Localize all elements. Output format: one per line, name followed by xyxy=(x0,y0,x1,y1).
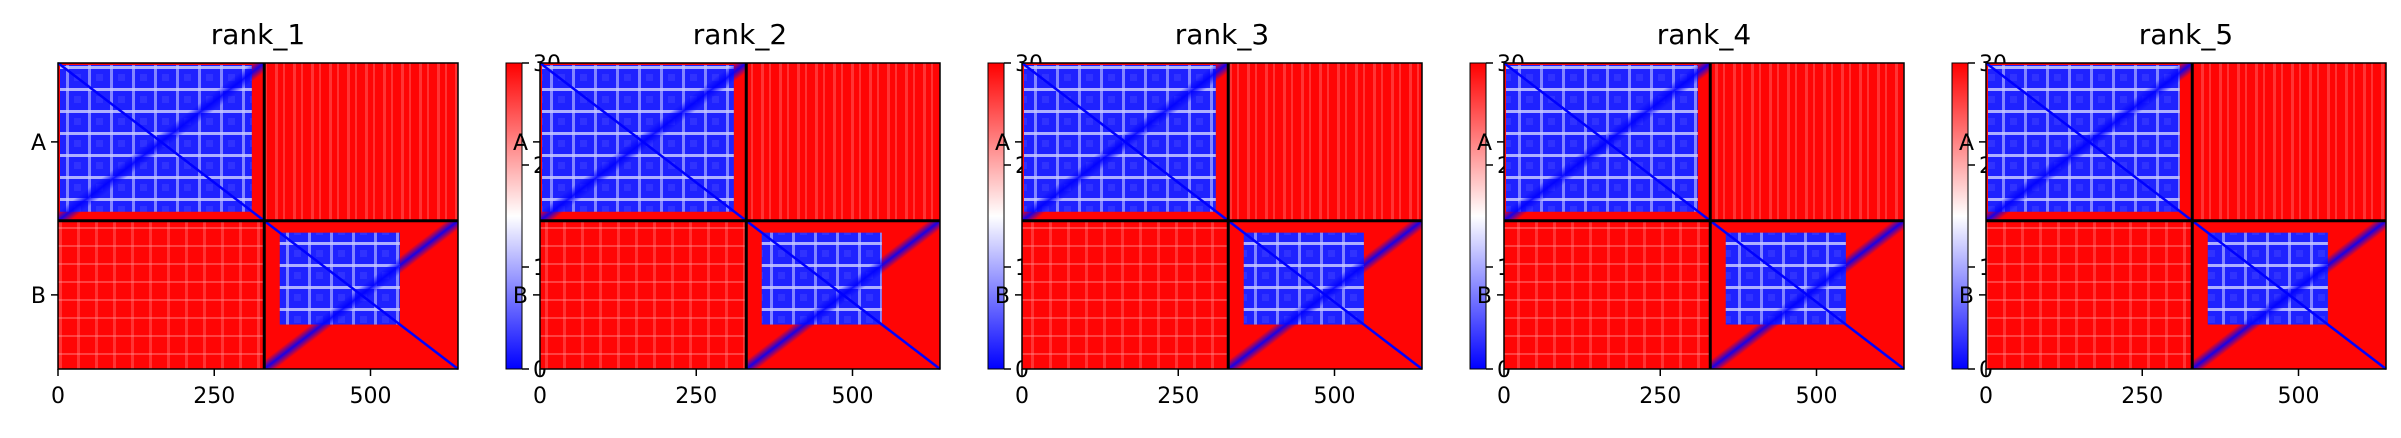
colorbar xyxy=(505,62,523,370)
y-tick-label: B xyxy=(1477,284,1492,309)
panel-title: rank_4 xyxy=(1657,18,1751,51)
x-tick-label: 500 xyxy=(350,384,392,409)
inter-chain-block xyxy=(1228,63,1422,221)
inter-chain-block xyxy=(746,63,940,221)
x-tick-label: 500 xyxy=(2278,384,2320,409)
pae-panel: rank_2AB02505000102030 xyxy=(513,18,1043,409)
pae-panel: rank_3AB02505000102030 xyxy=(995,18,1525,409)
y-tick-label: A xyxy=(31,131,46,156)
pae-panel: rank_4AB02505000102030 xyxy=(1477,18,2007,409)
panel-title: rank_5 xyxy=(2139,18,2233,51)
y-tick-label: B xyxy=(995,284,1010,309)
plot-frame xyxy=(1985,62,2387,370)
inter-chain-block xyxy=(264,63,458,221)
x-tick-label: 250 xyxy=(1157,384,1199,409)
inter-chain-block xyxy=(58,220,265,369)
panel-title: rank_3 xyxy=(1175,18,1269,51)
y-tick-label: A xyxy=(995,131,1010,156)
y-tick-label: A xyxy=(1959,131,1974,156)
y-tick-label: A xyxy=(513,131,528,156)
inter-chain-block xyxy=(1710,63,1904,221)
diagonal-line xyxy=(1503,62,1905,370)
inter-chain-block xyxy=(2192,63,2386,221)
x-tick-label: 250 xyxy=(2121,384,2163,409)
colorbar xyxy=(1951,62,1969,370)
inter-chain-block xyxy=(1986,220,2193,369)
x-tick-label: 500 xyxy=(1796,384,1838,409)
colorbar xyxy=(1469,62,1487,370)
diagonal-line xyxy=(1021,62,1423,370)
y-tick-label: B xyxy=(513,284,528,309)
pae-panel: rank_5AB02505000102030 xyxy=(1959,18,2387,409)
inter-chain-block xyxy=(540,220,747,369)
diagonal-line xyxy=(1985,62,2387,370)
x-tick-label: 500 xyxy=(1314,384,1356,409)
x-tick-label: 250 xyxy=(1639,384,1681,409)
x-tick-label: 0 xyxy=(533,384,547,409)
x-tick-label: 250 xyxy=(675,384,717,409)
panel-title: rank_1 xyxy=(211,18,305,51)
inter-chain-block xyxy=(1504,220,1711,369)
pae-panel: rank_1AB02505000102030 xyxy=(31,18,561,409)
x-tick-label: 0 xyxy=(1015,384,1029,409)
x-tick-label: 0 xyxy=(1497,384,1511,409)
diagonal-line xyxy=(57,62,459,370)
panel-title: rank_2 xyxy=(693,18,787,51)
x-tick-label: 0 xyxy=(51,384,65,409)
x-tick-label: 500 xyxy=(832,384,874,409)
plot-frame xyxy=(1503,62,1905,370)
inter-chain-block xyxy=(1022,220,1229,369)
y-tick-label: A xyxy=(1477,131,1492,156)
plot-frame xyxy=(539,62,941,370)
x-tick-label: 250 xyxy=(193,384,235,409)
diagonal-line xyxy=(539,62,941,370)
y-tick-label: B xyxy=(1959,284,1974,309)
y-tick-label: B xyxy=(31,284,46,309)
plot-frame xyxy=(1021,62,1423,370)
colorbar xyxy=(987,62,1005,370)
plot-frame xyxy=(57,62,459,370)
x-tick-label: 0 xyxy=(1979,384,1993,409)
